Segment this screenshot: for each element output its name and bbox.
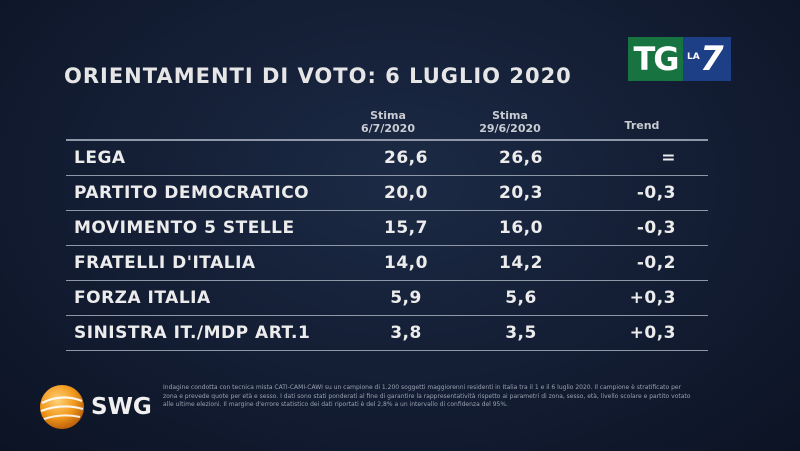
estimate-2-value: 16,0 [499, 218, 543, 238]
row-divider [66, 349, 708, 351]
estimate-2-value: 3,5 [505, 323, 537, 343]
party-name: FORZA ITALIA [74, 288, 211, 308]
methodology-footnote: Indagine condotta con tecnica mista CATI… [163, 384, 691, 409]
table-row: PARTITO DEMOCRATICO 20,0 20,3 -0,3 [66, 176, 708, 211]
estimate-2-value: 14,2 [499, 253, 543, 273]
estimate-1-value: 3,8 [390, 323, 422, 343]
party-name: PARTITO DEMOCRATICO [74, 183, 310, 203]
page-title: ORIENTAMENTI DI VOTO: 6 LUGLIO 2020 [64, 64, 572, 88]
column-header-estimate-1: Stima 6/7/2020 [348, 109, 428, 135]
trend-value: -0,2 [636, 253, 676, 273]
column-header-trend: Trend [624, 119, 660, 132]
table-row: LEGA 26,6 26,6 = [66, 141, 708, 176]
trend-value: +0,3 [629, 323, 676, 343]
table-row: SINISTRA IT./MDP ART.1 3,8 3,5 +0,3 [66, 316, 708, 351]
party-name: MOVIMENTO 5 STELLE [74, 218, 295, 238]
row-divider [66, 209, 708, 211]
table-row: MOVIMENTO 5 STELLE 15,7 16,0 -0,3 [66, 211, 708, 246]
row-divider [66, 279, 708, 281]
row-divider [66, 174, 708, 176]
trend-value: -0,3 [636, 218, 676, 238]
table-row: FRATELLI D'ITALIA 14,0 14,2 -0,2 [66, 246, 708, 281]
estimate-1-value: 26,6 [384, 148, 428, 168]
trend-value: -0,3 [636, 183, 676, 203]
table-top-divider [66, 139, 708, 141]
swg-globe-icon [40, 385, 84, 429]
party-name: SINISTRA IT./MDP ART.1 [74, 323, 311, 343]
swg-logo-text: SWG [91, 394, 152, 420]
row-divider [66, 314, 708, 316]
seven-logo-text: 7 [700, 39, 724, 79]
estimate-2-value: 26,6 [499, 148, 543, 168]
estimate-1-value: 5,9 [390, 288, 422, 308]
column-header-estimate-2-label: Stima [492, 109, 528, 122]
tg-logo-text: TG [628, 37, 683, 81]
estimate-1-value: 20,0 [384, 183, 428, 203]
row-divider [66, 244, 708, 246]
estimate-1-value: 15,7 [384, 218, 428, 238]
estimate-2-value: 20,3 [499, 183, 543, 203]
trend-value: = [661, 148, 676, 168]
estimate-2-value: 5,6 [505, 288, 537, 308]
la-logo-text: LA [687, 52, 700, 62]
la7-logo: LA 7 [683, 37, 731, 81]
tg-la7-logo: TG LA 7 [628, 37, 731, 81]
column-header-estimate-1-label: Stima [370, 109, 406, 122]
trend-value: +0,3 [629, 288, 676, 308]
party-name: LEGA [74, 148, 126, 168]
column-header-estimate-2: Stima 29/6/2020 [460, 109, 560, 135]
estimate-1-value: 14,0 [384, 253, 428, 273]
party-name: FRATELLI D'ITALIA [74, 253, 256, 273]
table-row: FORZA ITALIA 5,9 5,6 +0,3 [66, 281, 708, 316]
column-header-estimate-2-date: 29/6/2020 [479, 122, 541, 135]
column-header-estimate-1-date: 6/7/2020 [361, 122, 415, 135]
